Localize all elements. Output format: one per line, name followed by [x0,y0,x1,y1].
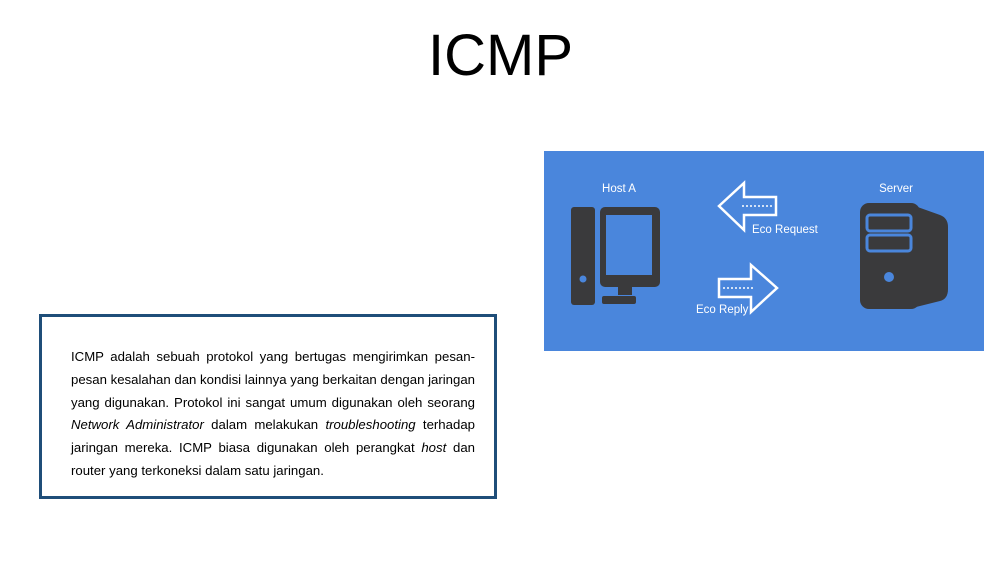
description-part-3: terhadap jaringan mereka. ICMP biasa dig… [71,417,475,456]
icmp-diagram: Host A Eco Request Eco Reply Server [544,151,984,351]
description-part-4: dan router yang terkoneksi dalam satu ja… [71,440,475,478]
reply-arrow-icon [717,262,779,315]
slide-title: ICMP [428,23,573,88]
request-arrow-icon [717,180,778,233]
description-emphasis-troubleshooting: troubleshooting [325,417,416,433]
host-label: Host A [602,183,636,195]
description-emphasis-host: host [421,440,447,456]
description-text: ICMP adalah sebuah protokol yang bertuga… [71,346,475,483]
request-label: Eco Request [752,224,819,236]
server-icon [860,203,948,309]
description-emphasis-network-admin: Network Administrator [71,417,204,433]
computer-icon [571,207,660,305]
description-part-2: dalam melakukan [203,417,326,433]
description-box: ICMP adalah sebuah protokol yang bertuga… [39,314,497,499]
description-part-1: ICMP adalah sebuah protokol yang bertuga… [71,349,475,410]
reply-label: Eco Reply [696,304,749,316]
server-label: Server [879,183,913,195]
